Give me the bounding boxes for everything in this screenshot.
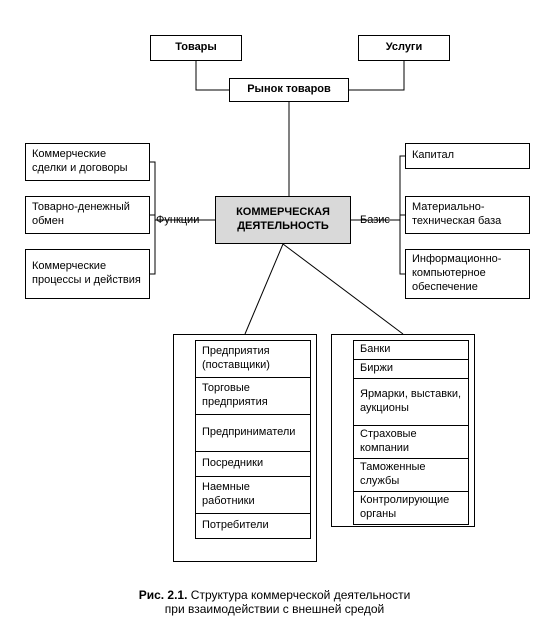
label: Наемные работники	[202, 481, 304, 509]
label: Товарно-денежный обмен	[32, 201, 143, 229]
infra-stack-item-3: Страховые компании	[353, 425, 469, 459]
label: Ярмарки, выставки, аукционы	[360, 388, 462, 416]
subj-stack-item-0: Предприятия (поставщики)	[195, 340, 311, 378]
label-functions: Функции	[156, 214, 199, 226]
line1: КОММЕРЧЕСКАЯ	[236, 206, 330, 218]
subj-stack-item-2: Предприни­матели	[195, 414, 311, 452]
label: Коммерческие процессы и действия	[32, 260, 143, 288]
node-market: Рынок товаров	[229, 78, 349, 102]
label: КОММЕРЧЕСКАЯ ДЕЯТЕЛЬНОСТЬ	[236, 206, 330, 234]
node-right-2: Информационно-компьютерное обеспечение	[405, 249, 530, 299]
label: Банки	[360, 343, 390, 357]
label: Товары	[175, 41, 217, 55]
caption-prefix: Рис. 2.1.	[139, 588, 191, 602]
node-left-2: Коммерческие процессы и действия	[25, 249, 150, 299]
label: Информационно-компьютерное обеспечение	[412, 253, 523, 294]
subj-stack-item-5: Потребители	[195, 513, 311, 539]
subj-stack-item-4: Наемные работники	[195, 476, 311, 514]
label: Рынок товаров	[247, 83, 331, 97]
label: Коммерческие сделки и договоры	[32, 148, 143, 176]
node-left-1: Товарно-денежный обмен	[25, 196, 150, 234]
infra-stack-item-1: Биржи	[353, 359, 469, 379]
label-basis: Базис	[360, 214, 390, 226]
infra-stack-item-2: Ярмарки, выставки, аукционы	[353, 378, 469, 426]
node-right-0: Капитал	[405, 143, 530, 169]
label: Контролирую­щие органы	[360, 494, 462, 522]
label: Предприни­матели	[202, 426, 295, 440]
label: Посредники	[202, 457, 263, 471]
caption-line1: Структура коммерческой деятельности	[191, 588, 411, 602]
subj-stack-item-1: Торговые предприятия	[195, 377, 311, 415]
infra-stack-item-5: Контролирую­щие органы	[353, 491, 469, 525]
caption-line2: при взаимодействии с внешней средой	[165, 602, 384, 616]
infra-stack-item-4: Таможенные службы	[353, 458, 469, 492]
line2: ДЕЯТЕЛЬНОСТЬ	[237, 220, 329, 232]
label: Материально-техническая база	[412, 201, 523, 229]
subj-stack-item-3: Посредники	[195, 451, 311, 477]
label: Страховые компании	[360, 428, 462, 456]
node-services: Услуги	[358, 35, 450, 61]
label: Биржи	[360, 362, 393, 376]
node-central: КОММЕРЧЕСКАЯ ДЕЯТЕЛЬНОСТЬ	[215, 196, 351, 244]
label: Таможенные службы	[360, 461, 462, 489]
label: Предприятия (поставщики)	[202, 345, 304, 373]
label: Капитал	[412, 149, 454, 163]
figure-caption: Рис. 2.1. Структура коммерческой деятель…	[0, 588, 549, 616]
label: Потребители	[202, 519, 269, 533]
node-left-0: Коммерческие сделки и договоры	[25, 143, 150, 181]
node-right-1: Материально-техническая база	[405, 196, 530, 234]
node-goods: Товары	[150, 35, 242, 61]
label: Торговые предприятия	[202, 382, 304, 410]
infra-stack-item-0: Банки	[353, 340, 469, 360]
label: Услуги	[386, 41, 423, 55]
